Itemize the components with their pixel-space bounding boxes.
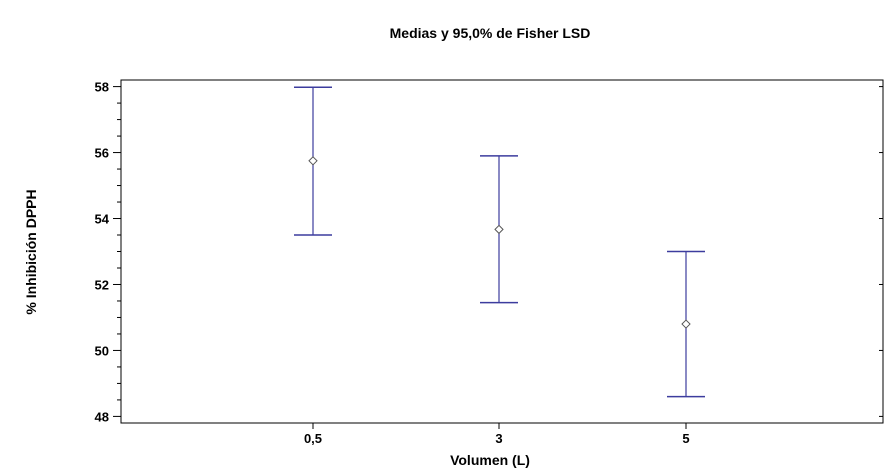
- y-tick-label: 48: [95, 409, 109, 424]
- x-tick-label: 0,5: [304, 431, 322, 446]
- chart-title: Medias y 95,0% de Fisher LSD: [390, 25, 591, 41]
- x-axis: 0,5 3 5: [304, 423, 690, 446]
- y-axis: 48 50 52 54 56 58: [95, 80, 883, 424]
- y-tick-label: 56: [95, 146, 109, 161]
- y-axis-label: % Inhibición DPPH: [23, 189, 39, 314]
- y-tick-label: 54: [95, 212, 110, 227]
- x-axis-label: Volumen (L): [450, 452, 530, 468]
- intervals-group: [294, 86, 705, 398]
- plot-area-frame: [120, 79, 884, 424]
- y-tick-label: 50: [95, 343, 109, 358]
- mean-marker: [308, 156, 318, 166]
- y-tick-label: 58: [95, 80, 109, 95]
- mean-marker: [494, 224, 504, 235]
- x-tick-label: 5: [682, 431, 689, 446]
- y-tick-label: 52: [95, 277, 109, 292]
- mean-marker: [681, 319, 691, 329]
- x-tick-label: 3: [495, 431, 502, 446]
